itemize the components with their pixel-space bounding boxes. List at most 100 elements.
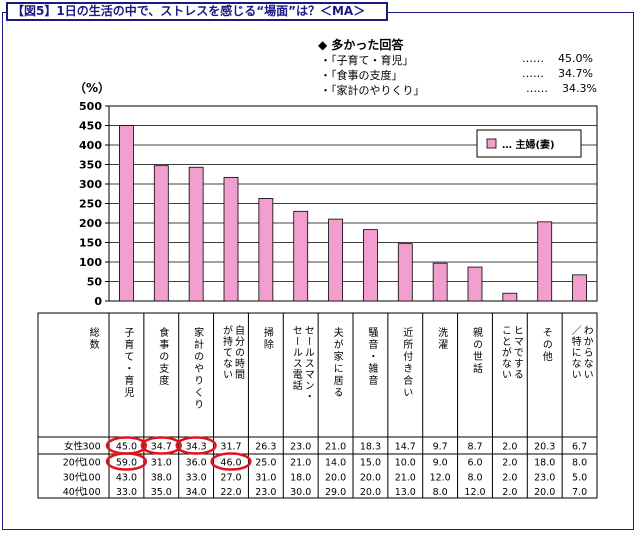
table-cell: 2.0 bbox=[502, 458, 517, 469]
highlight-circle bbox=[210, 452, 252, 471]
table-cell: 12.0 bbox=[430, 473, 451, 484]
category-label: 掃除 bbox=[261, 326, 273, 351]
category-label-part: ヒマでする bbox=[511, 325, 523, 380]
bar bbox=[188, 166, 204, 302]
bar bbox=[363, 229, 378, 302]
table-cell: 9.7 bbox=[433, 442, 448, 453]
table-border bbox=[37, 312, 598, 499]
table-cell: 34.7 bbox=[151, 442, 172, 453]
table-cell: 7.0 bbox=[572, 487, 587, 498]
y-tick-label: 450 bbox=[79, 120, 102, 133]
y-axis-label: （%） bbox=[74, 80, 110, 95]
table-cell: 25.0 bbox=[255, 458, 276, 469]
category-label-part: 自分の時間 bbox=[233, 324, 245, 380]
table-cell: 10.0 bbox=[395, 458, 416, 469]
table-cell: 45.0 bbox=[116, 442, 137, 453]
table-cell: 100 bbox=[83, 473, 101, 484]
table-cell: 8.0 bbox=[572, 458, 587, 469]
table-cell: 15.0 bbox=[360, 458, 381, 469]
summary-item-dots: …… bbox=[522, 52, 544, 65]
table-cell: 8.7 bbox=[467, 442, 482, 453]
table-cell: 31.0 bbox=[151, 458, 172, 469]
table-cell: 5.0 bbox=[572, 473, 587, 484]
table-cell: 23.0 bbox=[255, 487, 276, 498]
table-cell: 2.0 bbox=[502, 473, 517, 484]
category-label: 洗濯 bbox=[436, 327, 448, 351]
table-cell: 38.0 bbox=[151, 473, 172, 484]
summary-item-label: ・「家計のやりくり」 bbox=[320, 84, 425, 97]
bar bbox=[537, 221, 553, 302]
table-cell: 12.0 bbox=[464, 487, 485, 498]
table-cell: 14.7 bbox=[395, 442, 416, 453]
bar bbox=[293, 210, 309, 302]
highlight-circle bbox=[105, 452, 148, 471]
table-cell: 43.0 bbox=[116, 473, 137, 484]
table-cell: 21.0 bbox=[395, 473, 416, 484]
table-cell: 31.0 bbox=[255, 473, 276, 484]
table-cell: 29.0 bbox=[325, 487, 346, 498]
table-cell: 33.0 bbox=[186, 473, 207, 484]
figure-title: 【図5】1日の生活の中で、ストレスを感じる“場面”は？＜MA＞ bbox=[6, 2, 388, 21]
table-cell: 35.0 bbox=[151, 487, 172, 498]
summary-item-value: 45.0% bbox=[558, 52, 593, 65]
category-label: 子育て・育児 bbox=[122, 327, 134, 399]
table-cell: 20.0 bbox=[325, 473, 346, 484]
category-label-part: わからない bbox=[581, 325, 593, 380]
table-cell: 18.3 bbox=[360, 442, 381, 453]
bar bbox=[153, 165, 169, 302]
category-label: 総数 bbox=[87, 326, 99, 351]
table-cell: 21.0 bbox=[290, 458, 311, 469]
table-row-label: 30代 bbox=[63, 473, 85, 484]
table-cell: 36.0 bbox=[186, 458, 207, 469]
table-cell: 2.0 bbox=[502, 487, 517, 498]
summary-item-value: 34.7% bbox=[558, 67, 593, 80]
table-row-label: 女性 bbox=[64, 441, 84, 453]
category-label: 近所付き合い bbox=[401, 326, 413, 399]
legend-swatch bbox=[486, 138, 497, 149]
bar bbox=[119, 125, 134, 302]
table-cell: 34.3 bbox=[186, 442, 207, 453]
y-tick-label: 500 bbox=[79, 100, 102, 113]
table-cell: 34.0 bbox=[186, 487, 207, 498]
summary-item-label: ・「食事の支度」 bbox=[320, 69, 403, 82]
category-label: 食事の支度 bbox=[157, 326, 169, 387]
table-cell: 8.0 bbox=[433, 487, 448, 498]
category-label: 夫が家に居る bbox=[331, 327, 343, 399]
y-tick-label: 300 bbox=[79, 178, 102, 191]
table-cell: 6.7 bbox=[572, 442, 587, 453]
table-cell: 23.0 bbox=[290, 442, 311, 453]
highlight-circle bbox=[175, 436, 217, 455]
highlight-circle bbox=[140, 436, 182, 455]
table-cell: 2.0 bbox=[502, 442, 517, 453]
category-label: 家計のやりくり bbox=[192, 326, 204, 411]
bar bbox=[258, 198, 274, 302]
bar bbox=[502, 292, 518, 302]
y-tick-label: 250 bbox=[79, 198, 102, 211]
table-cell: 300 bbox=[83, 442, 101, 453]
summary-heading: ◆ 多かった回答 bbox=[318, 38, 404, 52]
category-label-part: ／特にない bbox=[569, 325, 581, 380]
legend-label: … 主婦(妻) bbox=[502, 138, 555, 151]
table-cell: 100 bbox=[83, 458, 101, 469]
table-cell: 30.0 bbox=[290, 487, 311, 498]
y-tick-label: 400 bbox=[79, 139, 102, 152]
table-row-label: 20代 bbox=[63, 458, 85, 469]
category-label: 親の世話 bbox=[471, 326, 483, 375]
table-cell: 23.0 bbox=[534, 473, 555, 484]
category-label-part: ことがない bbox=[499, 325, 511, 380]
y-tick-label: 150 bbox=[79, 237, 102, 250]
table-row-label: 40代 bbox=[63, 487, 85, 498]
category-label-part: が持てない bbox=[221, 324, 233, 380]
summary-item-value: 34.3% bbox=[562, 82, 597, 95]
table-cell: 8.0 bbox=[467, 473, 482, 484]
y-tick-label: 0 bbox=[94, 295, 102, 308]
bar bbox=[572, 274, 587, 302]
summary-item-dots: …… bbox=[522, 67, 544, 80]
summary-item-label: ・「子育て・育児」 bbox=[320, 54, 414, 67]
y-tick-label: 350 bbox=[79, 159, 102, 172]
category-label: 騒音・雑音 bbox=[366, 327, 378, 387]
table-cell: 18.0 bbox=[290, 473, 311, 484]
table-cell: 14.0 bbox=[325, 458, 346, 469]
table-cell: 21.0 bbox=[325, 442, 346, 453]
